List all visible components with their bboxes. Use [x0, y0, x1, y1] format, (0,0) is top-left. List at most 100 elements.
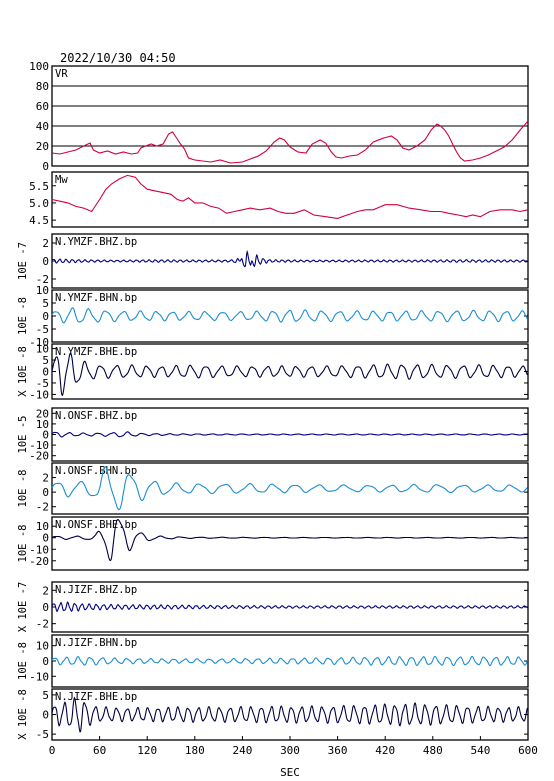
x-axis: 0 60 120 180 240 300 360 420 480 540 600	[49, 736, 538, 757]
xtick-label-1: 60	[93, 744, 106, 757]
panel-0: 0 20 40 60 80 100 VR	[29, 60, 529, 173]
ytick-label-8-0: -2	[36, 618, 49, 631]
panel-label-0: VR	[55, 68, 68, 80]
panel-label-7: N.ONSF.BHE.bp	[55, 519, 137, 531]
ytick-label-4-3: 5	[42, 354, 49, 367]
ytick-label-0-3: 60	[36, 100, 49, 113]
panel-frame-7	[51, 516, 529, 571]
panel-label-4: N.YMZF.BHE.bp	[55, 346, 137, 358]
panel-1: 4.5 5.0 5.5 Mw	[29, 171, 529, 228]
xtick-label-3: 180	[185, 744, 205, 757]
panel-label-10: N.JIZF.BHE.bp	[55, 691, 137, 703]
ytick-label-5-3: 10	[36, 418, 49, 431]
ytick-label-5-0: -20	[29, 450, 49, 463]
ytick-label-6-0: -2	[36, 501, 49, 514]
panel-9: -10 0 10 N.JIZF.BHN.bp 10E -8	[17, 634, 529, 688]
ytick-label-1-1: 5.0	[29, 197, 49, 210]
panel-2: -2 0 2 N.YMZF.BHZ.bp 10E -7	[17, 233, 529, 289]
ytick-label-3-1: -5	[36, 323, 49, 336]
series-line-3	[51, 307, 528, 324]
unit-label-10: X 10E -8	[17, 689, 29, 740]
ytick-label-3-3: 5	[42, 297, 49, 310]
ytick-label-8-2: 2	[42, 584, 49, 597]
ytick-label-7-3: 10	[36, 520, 49, 533]
panel-label-3: N.YMZF.BHN.bp	[55, 292, 137, 304]
panel-10: -5 0 5 N.JIZF.BHE.bp X 10E -8	[17, 688, 529, 741]
panel-label-9: N.JIZF.BHN.bp	[55, 637, 137, 649]
ytick-label-2-1: 0	[42, 255, 49, 268]
series-line-6	[51, 466, 528, 511]
ytick-label-2-2: 2	[42, 237, 49, 250]
ytick-label-4-4: 10	[36, 343, 49, 356]
xtick-label-4: 240	[232, 744, 252, 757]
unit-label-6: 10E -8	[17, 470, 29, 508]
series-line-8	[51, 601, 528, 612]
ytick-label-6-1: 0	[42, 486, 49, 499]
series-line-1	[51, 174, 529, 219]
xtick-label-7: 420	[375, 744, 395, 757]
ytick-label-9-2: 10	[36, 640, 49, 653]
panel-label-1: Mw	[55, 174, 68, 186]
xtick-label-5: 300	[280, 744, 300, 757]
xtick-label-2: 120	[137, 744, 157, 757]
ytick-label-0-5: 100	[29, 60, 49, 73]
panel-8: -2 0 2 N.JIZF.BHZ.bp X 10E -7	[17, 581, 529, 633]
panel-label-8: N.JIZF.BHZ.bp	[55, 584, 137, 596]
ytick-label-5-2: 0	[42, 429, 49, 442]
ytick-label-1-2: 5.5	[29, 180, 49, 193]
ytick-label-0-4: 80	[36, 80, 49, 93]
ytick-label-4-2: 0	[42, 366, 49, 379]
ytick-label-0-0: 0	[42, 160, 49, 173]
ytick-label-10-1: 0	[42, 709, 49, 722]
figure-title: 2022/10/30 04:50	[60, 51, 176, 65]
series-line-9	[51, 655, 529, 667]
ytick-label-4-0: -10	[29, 388, 49, 401]
unit-label-9: 10E -8	[17, 642, 29, 680]
xtick-label-8: 480	[423, 744, 443, 757]
ytick-label-8-1: 0	[42, 601, 49, 614]
ytick-label-3-2: 0	[42, 310, 49, 323]
series-line-5	[51, 431, 528, 438]
unit-label-4: X 10E -8	[17, 346, 29, 397]
ytick-label-0-2: 40	[36, 120, 49, 133]
ytick-label-10-2: 5	[42, 689, 49, 702]
ytick-label-1-0: 4.5	[29, 214, 49, 227]
series-line-4	[51, 352, 528, 397]
panel-frame-0	[51, 65, 529, 167]
ytick-label-6-2: 2	[42, 472, 49, 485]
ytick-label-2-0: -2	[36, 273, 49, 286]
ytick-label-9-0: -10	[29, 670, 49, 683]
x-axis-label: SEC	[280, 766, 300, 779]
ytick-label-3-4: 10	[36, 284, 49, 297]
ytick-label-7-0: -20	[29, 555, 49, 568]
ytick-label-7-2: 0	[42, 532, 49, 545]
series-line-7	[51, 519, 528, 562]
xtick-label-6: 360	[328, 744, 348, 757]
ytick-label-0-1: 20	[36, 140, 49, 153]
xtick-label-0: 0	[49, 744, 56, 757]
unit-label-5: 10E -5	[17, 416, 29, 454]
ytick-label-5-1: -10	[29, 439, 49, 452]
panel-frame-6	[51, 462, 529, 515]
unit-label-8: X 10E -7	[17, 582, 29, 633]
series-line-0	[51, 120, 529, 164]
ytick-label-10-0: -5	[36, 728, 49, 741]
xtick-label-10: 600	[518, 744, 538, 757]
unit-label-7: 10E -8	[17, 525, 29, 563]
panel-label-5: N.ONSF.BHZ.bp	[55, 410, 137, 422]
panel-label-6: N.ONSF.BHN.bp	[55, 465, 137, 477]
ytick-label-4-1: -5	[36, 377, 49, 390]
ytick-label-9-1: 0	[42, 655, 49, 668]
ytick-label-7-1: -10	[29, 543, 49, 556]
unit-label-2: 10E -7	[17, 242, 29, 280]
ytick-label-5-4: 20	[36, 407, 49, 420]
xtick-label-9: 540	[470, 744, 490, 757]
panel-label-2: N.YMZF.BHZ.bp	[55, 236, 137, 248]
ytick-label-3-0: -10	[29, 336, 49, 349]
